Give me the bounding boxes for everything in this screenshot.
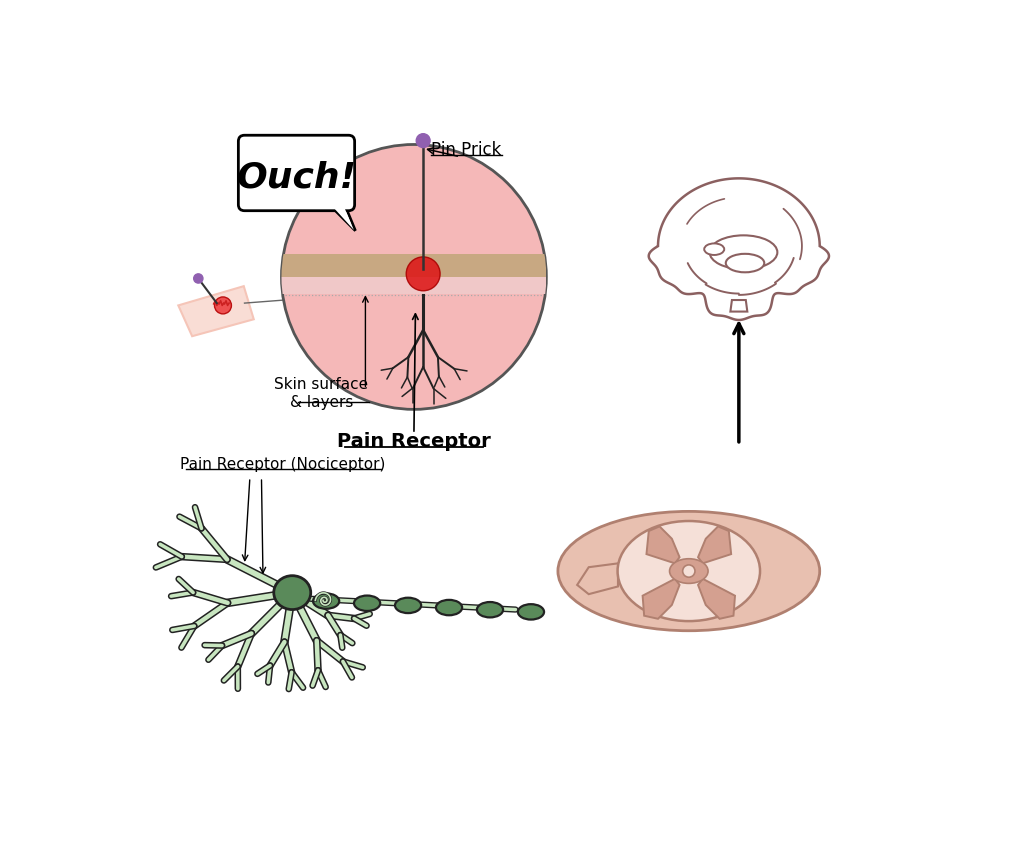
Polygon shape xyxy=(578,564,617,595)
Ellipse shape xyxy=(313,594,339,609)
Circle shape xyxy=(282,146,547,410)
Polygon shape xyxy=(282,255,547,278)
Polygon shape xyxy=(178,287,254,337)
Text: Pain Receptor: Pain Receptor xyxy=(337,431,490,450)
Ellipse shape xyxy=(558,512,819,631)
Ellipse shape xyxy=(670,559,708,584)
Polygon shape xyxy=(730,301,748,312)
Ellipse shape xyxy=(354,596,380,611)
Polygon shape xyxy=(331,205,354,231)
FancyBboxPatch shape xyxy=(239,136,354,211)
Ellipse shape xyxy=(705,245,724,256)
Circle shape xyxy=(416,135,430,148)
Circle shape xyxy=(683,565,695,578)
Polygon shape xyxy=(330,205,355,232)
Polygon shape xyxy=(643,579,680,619)
Text: Pin Prick: Pin Prick xyxy=(431,141,502,159)
Ellipse shape xyxy=(518,604,544,620)
Polygon shape xyxy=(282,278,547,295)
Ellipse shape xyxy=(477,602,503,618)
Polygon shape xyxy=(646,527,680,564)
Circle shape xyxy=(194,274,203,284)
Ellipse shape xyxy=(617,521,760,621)
Ellipse shape xyxy=(436,600,462,615)
Text: Skin surface
& layers: Skin surface & layers xyxy=(274,377,369,409)
Ellipse shape xyxy=(273,576,310,610)
Polygon shape xyxy=(649,179,829,320)
Text: Ouch!: Ouch! xyxy=(237,161,357,194)
Ellipse shape xyxy=(395,598,421,613)
Circle shape xyxy=(214,297,231,314)
Circle shape xyxy=(407,257,440,291)
Text: Pain Receptor (Nociceptor): Pain Receptor (Nociceptor) xyxy=(180,456,386,471)
Polygon shape xyxy=(698,527,731,564)
Polygon shape xyxy=(698,579,735,619)
Ellipse shape xyxy=(726,255,764,273)
